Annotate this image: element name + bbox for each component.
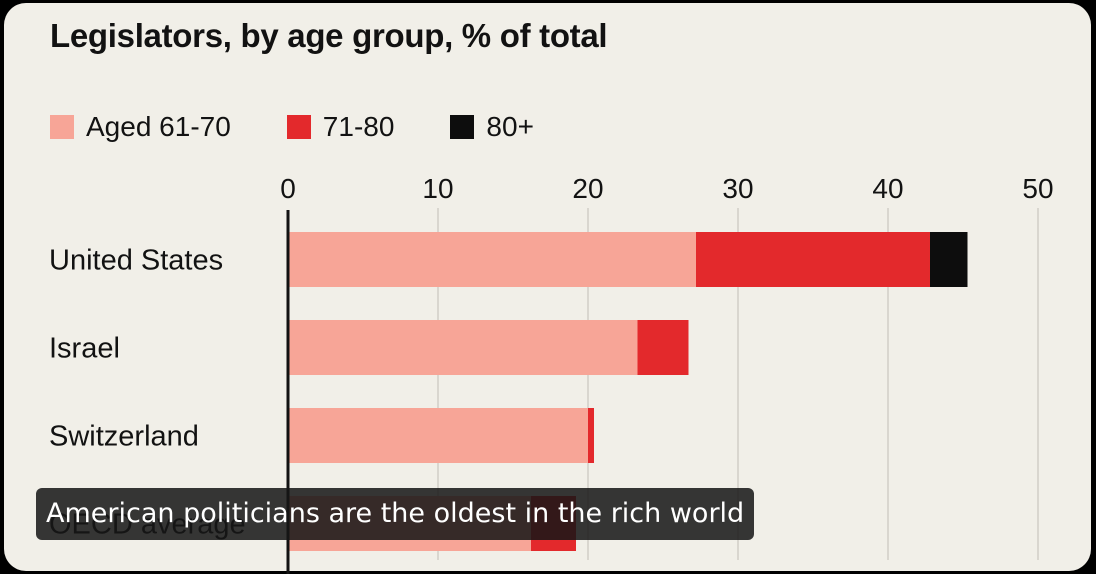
legend-swatch-aged-61-70 bbox=[50, 115, 74, 139]
legend-label-80-plus: 80+ bbox=[486, 111, 534, 142]
x-tick-label-30: 30 bbox=[722, 173, 753, 204]
bar-united-states-80 bbox=[930, 232, 968, 287]
bar-israel-aged-61-70 bbox=[288, 320, 638, 375]
video-caption: American politicians are the oldest in t… bbox=[36, 488, 755, 540]
legend: Aged 61-70 71-80 80+ bbox=[50, 107, 590, 147]
bar-switzerland-aged-61-70 bbox=[288, 408, 588, 463]
x-tick-label-40: 40 bbox=[872, 173, 903, 204]
bar-united-states-71-80 bbox=[696, 232, 930, 287]
legend-swatch-71-80 bbox=[286, 115, 311, 139]
bar-israel-71-80 bbox=[637, 320, 689, 375]
category-label-israel: Israel bbox=[49, 333, 120, 365]
bar-united-states-aged-61-70 bbox=[288, 232, 696, 287]
legend-item-80-plus: 80+ bbox=[450, 111, 534, 143]
category-label-united-states: United States bbox=[49, 245, 223, 277]
legend-swatch-80-plus bbox=[450, 115, 475, 139]
legend-item-aged-61-70: Aged 61-70 bbox=[50, 111, 231, 143]
x-tick-label-50: 50 bbox=[1022, 173, 1053, 204]
x-tick-label-0: 0 bbox=[280, 173, 296, 204]
category-label-switzerland: Switzerland bbox=[49, 421, 199, 453]
legend-label-71-80: 71-80 bbox=[322, 111, 395, 142]
legend-item-71-80: 71-80 bbox=[286, 111, 395, 143]
chart-title: Legislators, by age group, % of total bbox=[50, 17, 608, 54]
bar-switzerland-71-80 bbox=[588, 408, 594, 463]
x-tick-label-10: 10 bbox=[422, 173, 453, 204]
x-tick-label-20: 20 bbox=[572, 173, 603, 204]
legend-label-aged-61-70: Aged 61-70 bbox=[86, 111, 231, 142]
